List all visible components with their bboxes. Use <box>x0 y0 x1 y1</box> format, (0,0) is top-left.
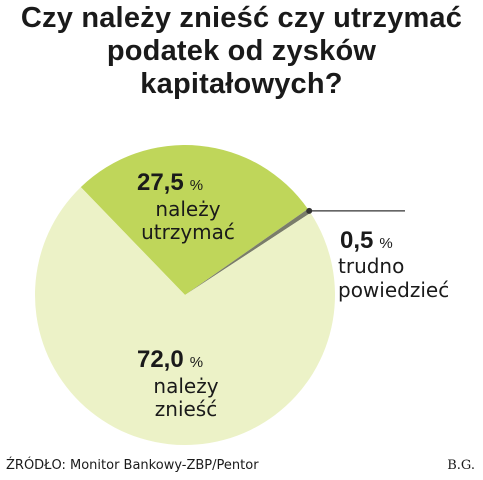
leader-dot <box>306 207 313 214</box>
slice-label-line-0-1: utrzymać <box>141 220 235 244</box>
title-line-3: kapitałowych? <box>140 68 343 100</box>
chart-title: Czy należy znieść czy utrzymać podatek o… <box>0 2 483 101</box>
slice-label-value-0: 27,5% <box>137 169 203 196</box>
slice-unit-1: % <box>379 235 392 252</box>
slice-value-text-2: 72,0 <box>137 346 184 373</box>
pie-slice-2 <box>35 187 336 445</box>
slice-label-line-1-1: powiedzieć <box>338 278 449 302</box>
title-line-1: Czy należy znieść czy utrzymać <box>20 2 463 34</box>
slice-value-text-0: 27,5 <box>137 169 184 196</box>
slice-unit-2: % <box>190 354 203 371</box>
slice-label-value-1: 0,5% <box>340 227 393 254</box>
slice-label-line-2-1: znieść <box>155 397 217 421</box>
title-line-2: podatek od zysków <box>106 35 377 67</box>
author-initials: B.G. <box>447 458 475 473</box>
slice-label-line-0-0: należy <box>155 197 220 221</box>
slice-label-line-1-0: trudno <box>338 254 404 278</box>
slice-value-text-1: 0,5 <box>340 227 373 254</box>
slice-unit-0: % <box>190 177 203 194</box>
source-note: ŹRÓDŁO: Monitor Bankowy-ZBP/Pentor <box>6 458 259 473</box>
pie-slice-0 <box>80 145 308 295</box>
slice-label-value-2: 72,0% <box>137 346 203 373</box>
pie-slices <box>35 145 336 445</box>
slice-label-line-2-0: należy <box>153 374 218 398</box>
pie-slice-1 <box>185 208 311 295</box>
